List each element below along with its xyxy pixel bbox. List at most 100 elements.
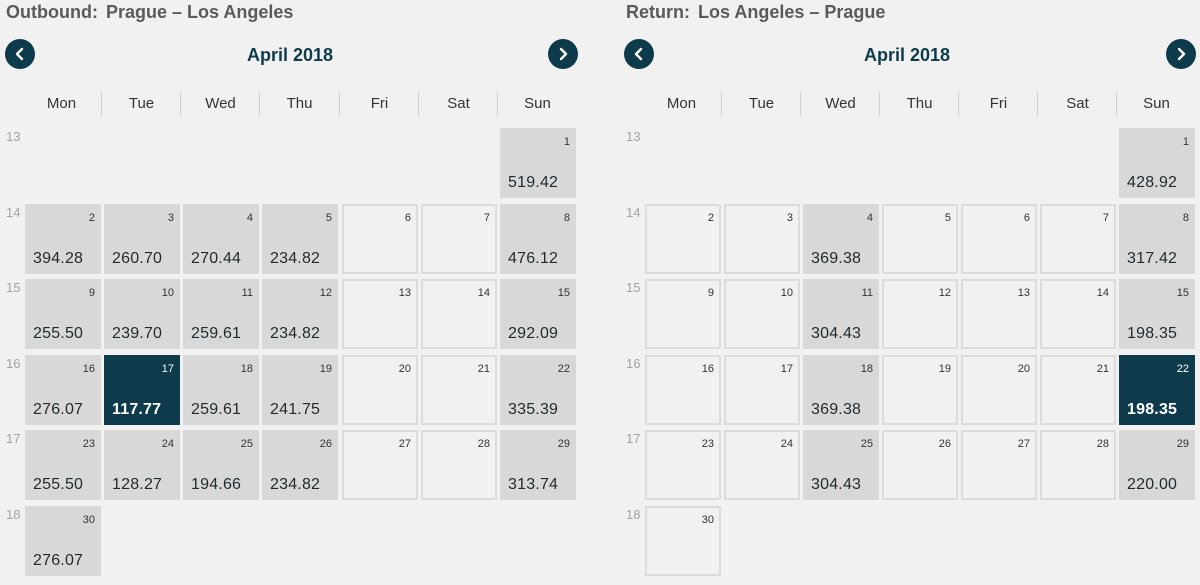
weekday-header-fri: Fri <box>958 92 1038 116</box>
day-cell[interactable]: 24 128.27 <box>104 430 180 500</box>
day-cell[interactable]: 7 <box>1040 204 1116 274</box>
outbound-prev-month-button[interactable] <box>5 39 35 69</box>
day-cell[interactable]: 16 276.07 <box>25 355 101 425</box>
day-cell[interactable]: 8 476.12 <box>500 204 576 274</box>
day-cell[interactable]: 17 <box>724 355 800 425</box>
day-cell[interactable]: 5 234.82 <box>262 204 338 274</box>
day-number: 1 <box>563 136 570 148</box>
day-number: 4 <box>246 212 253 224</box>
day-price: 117.77 <box>112 401 162 418</box>
weekday-header-thu: Thu <box>259 92 339 116</box>
day-cell[interactable]: 12 234.82 <box>262 279 338 349</box>
day-number: 24 <box>780 438 793 450</box>
weekday-header-fri: Fri <box>339 92 419 116</box>
day-price: 241.75 <box>270 401 321 418</box>
day-cell[interactable]: 18 259.61 <box>183 355 259 425</box>
day-number: 15 <box>557 287 570 299</box>
day-cell[interactable]: 9 <box>645 279 721 349</box>
outbound-calendar: Outbound: Prague – Los Angeles April 2018… <box>0 0 580 585</box>
chevron-right-icon <box>1177 47 1186 61</box>
outbound-next-month-button[interactable] <box>548 39 578 69</box>
day-cell[interactable]: 4 369.38 <box>803 204 879 274</box>
day-cell[interactable]: 22 335.39 <box>500 355 576 425</box>
day-cell[interactable]: 2 394.28 <box>25 204 101 274</box>
day-cell[interactable]: 23 <box>645 430 721 500</box>
day-cell[interactable]: 6 <box>961 204 1037 274</box>
day-cell[interactable]: 27 <box>961 430 1037 500</box>
day-cell[interactable]: 12 <box>882 279 958 349</box>
day-cell[interactable]: 26 <box>882 430 958 500</box>
day-cell[interactable]: 3 <box>724 204 800 274</box>
day-cell[interactable]: 18 369.38 <box>803 355 879 425</box>
day-price: 394.28 <box>33 250 84 267</box>
day-number: 10 <box>161 287 174 299</box>
week-number: 18 <box>626 507 641 522</box>
day-cell[interactable]: 6 <box>342 204 418 274</box>
day-cell[interactable]: 29 313.74 <box>500 430 576 500</box>
day-number: 9 <box>88 287 95 299</box>
day-cell[interactable]: 25 304.43 <box>803 430 879 500</box>
day-cell[interactable]: 21 <box>421 355 497 425</box>
day-cell[interactable]: 5 <box>882 204 958 274</box>
chevron-left-icon <box>634 47 643 61</box>
return-prev-month-button[interactable] <box>624 39 654 69</box>
weekday-header-sat: Sat <box>1037 92 1117 116</box>
day-cell[interactable]: 26 234.82 <box>262 430 338 500</box>
week-number: 14 <box>626 205 641 220</box>
outbound-title: Outbound: Prague – Los Angeles <box>6 2 293 23</box>
day-cell[interactable]: 21 <box>1040 355 1116 425</box>
day-cell[interactable]: 10 <box>724 279 800 349</box>
day-number: 19 <box>938 363 951 375</box>
day-cell[interactable]: 11 304.43 <box>803 279 879 349</box>
weekday-header-sun: Sun <box>1116 92 1196 116</box>
day-number: 14 <box>1096 287 1109 299</box>
day-cell[interactable]: 29 220.00 <box>1119 430 1195 500</box>
day-cell[interactable]: 24 <box>724 430 800 500</box>
day-cell[interactable]: 14 <box>1040 279 1116 349</box>
day-cell[interactable]: 2 <box>645 204 721 274</box>
day-cell[interactable]: 17 117.77 <box>104 355 180 425</box>
day-cell[interactable]: 3 260.70 <box>104 204 180 274</box>
day-number: 4 <box>866 212 873 224</box>
day-cell[interactable]: 20 <box>342 355 418 425</box>
day-cell[interactable]: 1 519.42 <box>500 128 576 198</box>
day-number: 11 <box>241 287 253 299</box>
day-cell[interactable]: 11 259.61 <box>183 279 259 349</box>
day-cell[interactable]: 4 270.44 <box>183 204 259 274</box>
day-cell[interactable]: 14 <box>421 279 497 349</box>
day-number: 22 <box>1176 363 1189 375</box>
day-cell[interactable]: 23 255.50 <box>25 430 101 500</box>
day-cell[interactable]: 19 241.75 <box>262 355 338 425</box>
week-number: 15 <box>626 280 641 295</box>
return-next-month-button[interactable] <box>1166 39 1196 69</box>
day-number: 6 <box>404 212 411 224</box>
day-cell[interactable]: 8 317.42 <box>1119 204 1195 274</box>
day-cell[interactable]: 30 276.07 <box>25 506 101 576</box>
day-cell[interactable]: 20 <box>961 355 1037 425</box>
day-cell[interactable]: 15 198.35 <box>1119 279 1195 349</box>
day-cell[interactable]: 13 <box>961 279 1037 349</box>
day-number: 1 <box>1182 136 1189 148</box>
day-cell[interactable]: 7 <box>421 204 497 274</box>
day-price: 234.82 <box>270 476 321 493</box>
day-cell[interactable]: 19 <box>882 355 958 425</box>
day-cell[interactable]: 13 <box>342 279 418 349</box>
day-price: 198.35 <box>1127 401 1178 418</box>
day-number: 7 <box>1102 212 1109 224</box>
day-cell[interactable]: 16 <box>645 355 721 425</box>
day-cell[interactable]: 1 428.92 <box>1119 128 1195 198</box>
day-cell[interactable]: 22 198.35 <box>1119 355 1195 425</box>
weekday-header-mon: Mon <box>46 95 77 112</box>
day-cell[interactable]: 15 292.09 <box>500 279 576 349</box>
day-cell[interactable]: 25 194.66 <box>183 430 259 500</box>
day-cell[interactable]: 28 <box>1040 430 1116 500</box>
day-cell[interactable]: 10 239.70 <box>104 279 180 349</box>
day-number: 2 <box>707 212 714 224</box>
day-cell[interactable]: 9 255.50 <box>25 279 101 349</box>
day-number: 26 <box>319 438 332 450</box>
day-cell[interactable]: 27 <box>342 430 418 500</box>
day-number: 27 <box>1017 438 1030 450</box>
day-cell[interactable]: 28 <box>421 430 497 500</box>
return-route: Los Angeles – Prague <box>698 2 886 22</box>
day-cell[interactable]: 30 <box>645 506 721 576</box>
